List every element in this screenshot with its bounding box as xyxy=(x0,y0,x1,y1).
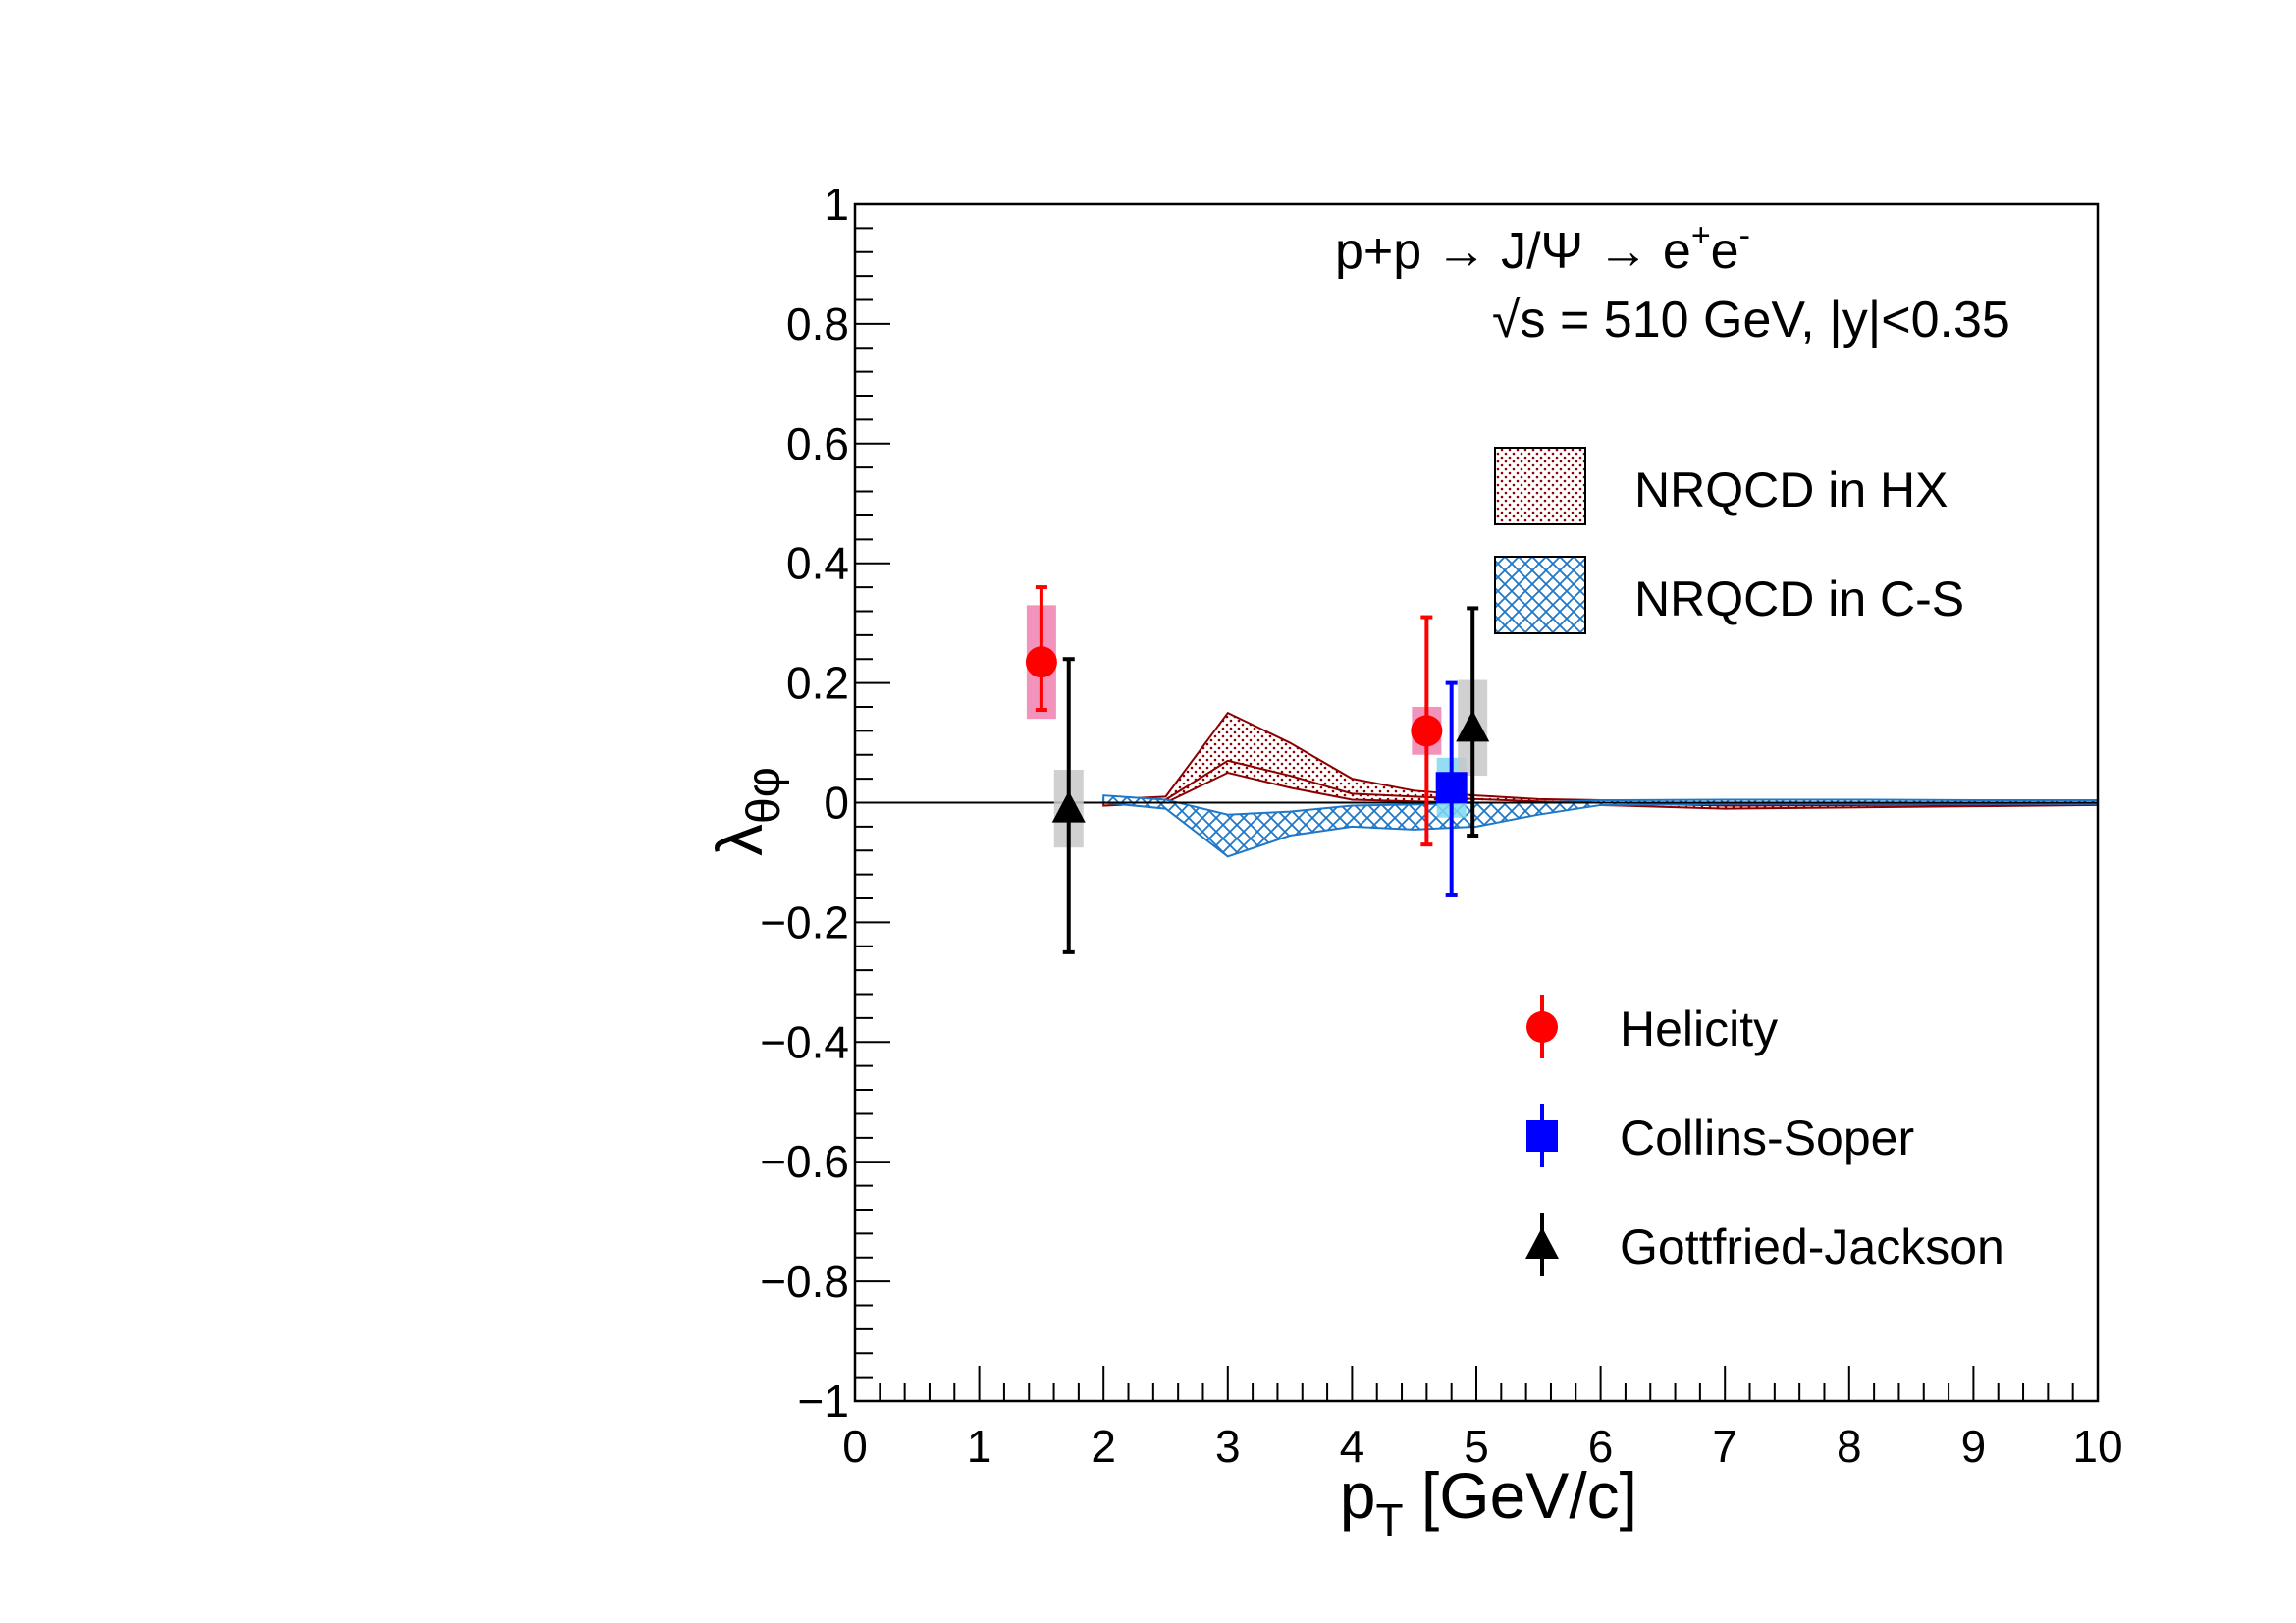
x-tick-label: 9 xyxy=(1961,1421,1987,1472)
axis-ticks xyxy=(854,203,2099,1402)
y-tick-label: −0.8 xyxy=(760,1256,849,1307)
x-axis-title: pT [GeV/c] xyxy=(1340,1459,1637,1545)
band-center-hx xyxy=(1103,759,2099,807)
gottfried-jackson-point xyxy=(1456,710,1490,742)
annotation-energy: √s = 510 GeV, |y|<0.35 xyxy=(1492,292,2010,349)
x-tick-label: 6 xyxy=(1588,1421,1614,1472)
collins-soper-point xyxy=(1435,772,1468,804)
legend-gj-marker xyxy=(1525,1227,1559,1259)
y-tick-label: −0.4 xyxy=(760,1016,849,1067)
helicity-point xyxy=(1025,646,1057,678)
y-tick-label: 0.6 xyxy=(786,418,849,469)
legend-label-hx: NRQCD in HX xyxy=(1634,462,1948,517)
x-tick-label: 4 xyxy=(1340,1421,1365,1472)
x-tick-label: 10 xyxy=(2072,1421,2122,1472)
legend-label-cs-points: Collins-Soper xyxy=(1620,1110,1914,1165)
annotation-process: p+p → J/Ψ → e+e- xyxy=(1335,217,1750,280)
y-tick-label: −0.2 xyxy=(760,896,849,947)
legend-cs-marker xyxy=(1526,1120,1558,1152)
y-tick-label: −1 xyxy=(798,1376,849,1427)
y-tick-label: 0 xyxy=(824,778,849,829)
helicity-point xyxy=(1411,715,1443,747)
y-tick-label: 0.8 xyxy=(786,298,849,350)
legend-swatch-hx xyxy=(1494,447,1586,525)
x-tick-label: 7 xyxy=(1712,1421,1737,1472)
y-tick-label: 0.4 xyxy=(786,538,849,589)
point-legend: Helicity Collins-Soper Gottfried-Jackson xyxy=(1525,995,2004,1276)
y-tick-labels: −1 −0.8 −0.6 −0.4 −0.2 0 0.2 0.4 0.6 0.8 1 xyxy=(760,179,849,1427)
band-legend: NRQCD in HX NRQCD in C-S xyxy=(1494,447,1964,634)
y-tick-label: −0.6 xyxy=(760,1136,849,1187)
theory-bands xyxy=(1102,711,2099,858)
legend-label-cs: NRQCD in C-S xyxy=(1634,571,1964,626)
gottfried-jackson-point xyxy=(1051,790,1086,823)
legend-label-gj: Gottfried-Jackson xyxy=(1620,1219,2004,1274)
x-tick-label: 0 xyxy=(842,1421,868,1472)
x-tick-labels: 0 1 2 3 4 5 6 7 8 9 10 xyxy=(842,1421,2122,1472)
band-hx xyxy=(1102,711,2099,810)
data-points xyxy=(1025,585,1490,954)
x-tick-label: 3 xyxy=(1215,1421,1241,1472)
y-tick-label: 1 xyxy=(824,179,849,230)
x-tick-label: 2 xyxy=(1091,1421,1116,1472)
y-axis-title: λθφ xyxy=(703,767,790,856)
x-tick-label: 8 xyxy=(1837,1421,1862,1472)
legend-label-helicity: Helicity xyxy=(1620,1001,1778,1056)
x-tick-label: 1 xyxy=(967,1421,992,1472)
y-tick-label: 0.2 xyxy=(786,658,849,709)
legend-helicity-marker xyxy=(1526,1011,1558,1043)
band-cs xyxy=(1102,794,2099,858)
x-tick-label: 5 xyxy=(1464,1421,1489,1472)
legend-swatch-cs xyxy=(1494,556,1586,634)
